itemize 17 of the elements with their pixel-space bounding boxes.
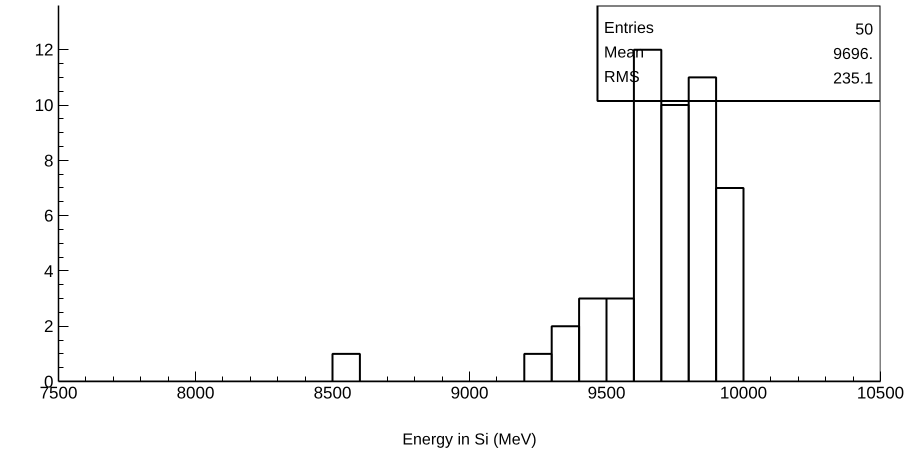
x-tick-label: 10500	[856, 384, 904, 402]
y-tick-label: 4	[44, 262, 54, 281]
annotation: Entries	[604, 20, 654, 37]
y-tick-label: 8	[44, 151, 54, 170]
annotation: 9696.	[833, 46, 874, 63]
y-tick-label: 6	[44, 206, 54, 226]
y-tick-label: 2	[44, 317, 54, 336]
y-tick-label: 12	[34, 40, 54, 60]
x-tick-label: 9500	[588, 384, 626, 402]
x-tick-label: 9000	[450, 384, 488, 402]
x-tick-label: 8000	[176, 384, 214, 402]
x-axis-title: Energy in Si (MeV)	[402, 432, 537, 448]
annotation: 235.1	[833, 70, 874, 88]
x-tick-label: 10000	[720, 384, 768, 402]
x-tick-label: 8500	[314, 384, 352, 402]
y-tick-label: 10	[34, 96, 54, 116]
annotation: 50	[855, 21, 874, 38]
